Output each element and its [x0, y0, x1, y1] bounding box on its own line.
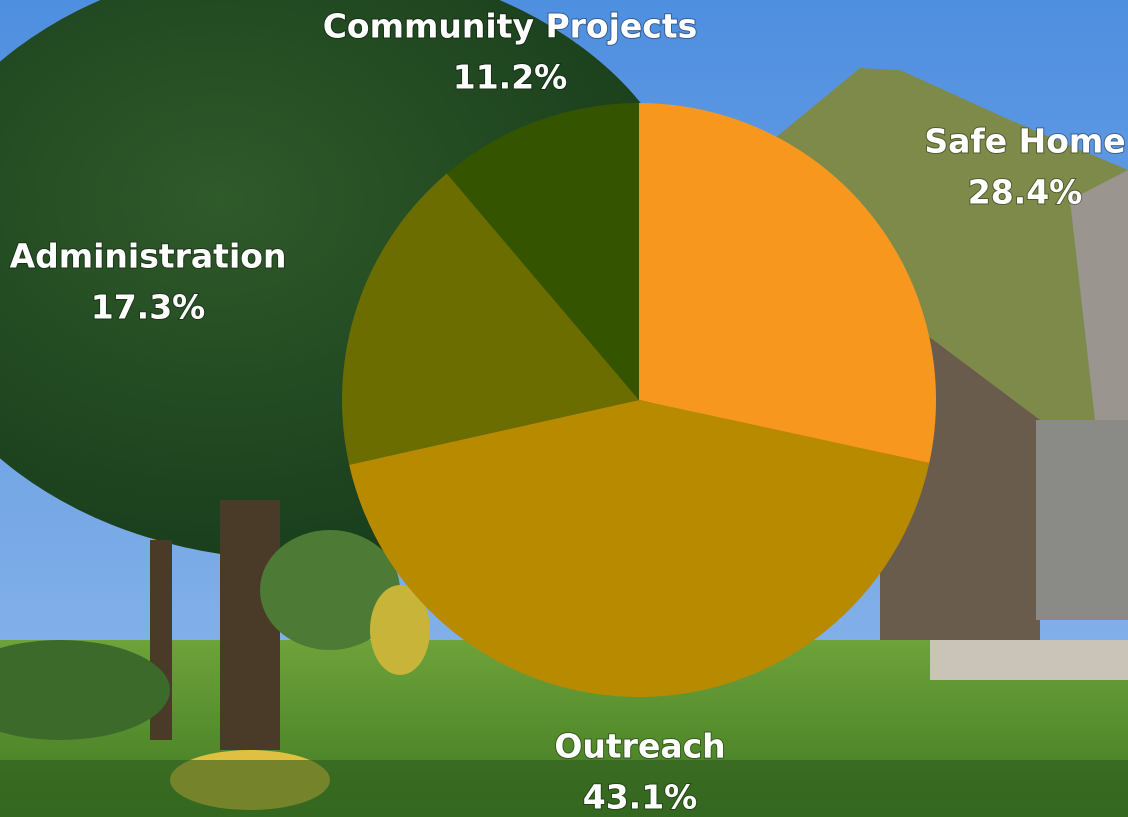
page: {"chart_data": {"type": "pie", "categori… — [0, 0, 1128, 817]
slice-value-label: 17.3% — [91, 288, 206, 327]
chart: Safe Home 28.4% Outreach 43.1% Administratio… — [0, 0, 1128, 817]
pie — [342, 103, 936, 697]
slice-label: Community Projects — [323, 7, 698, 46]
slice-value-label: 43.1% — [583, 778, 698, 817]
slice-label: Outreach — [554, 727, 725, 766]
slice-label: Administration — [10, 237, 287, 276]
slice-value-label: 11.2% — [453, 58, 568, 97]
slice-value-label: 28.4% — [968, 173, 1083, 212]
slice-label: Safe Home — [924, 122, 1125, 161]
